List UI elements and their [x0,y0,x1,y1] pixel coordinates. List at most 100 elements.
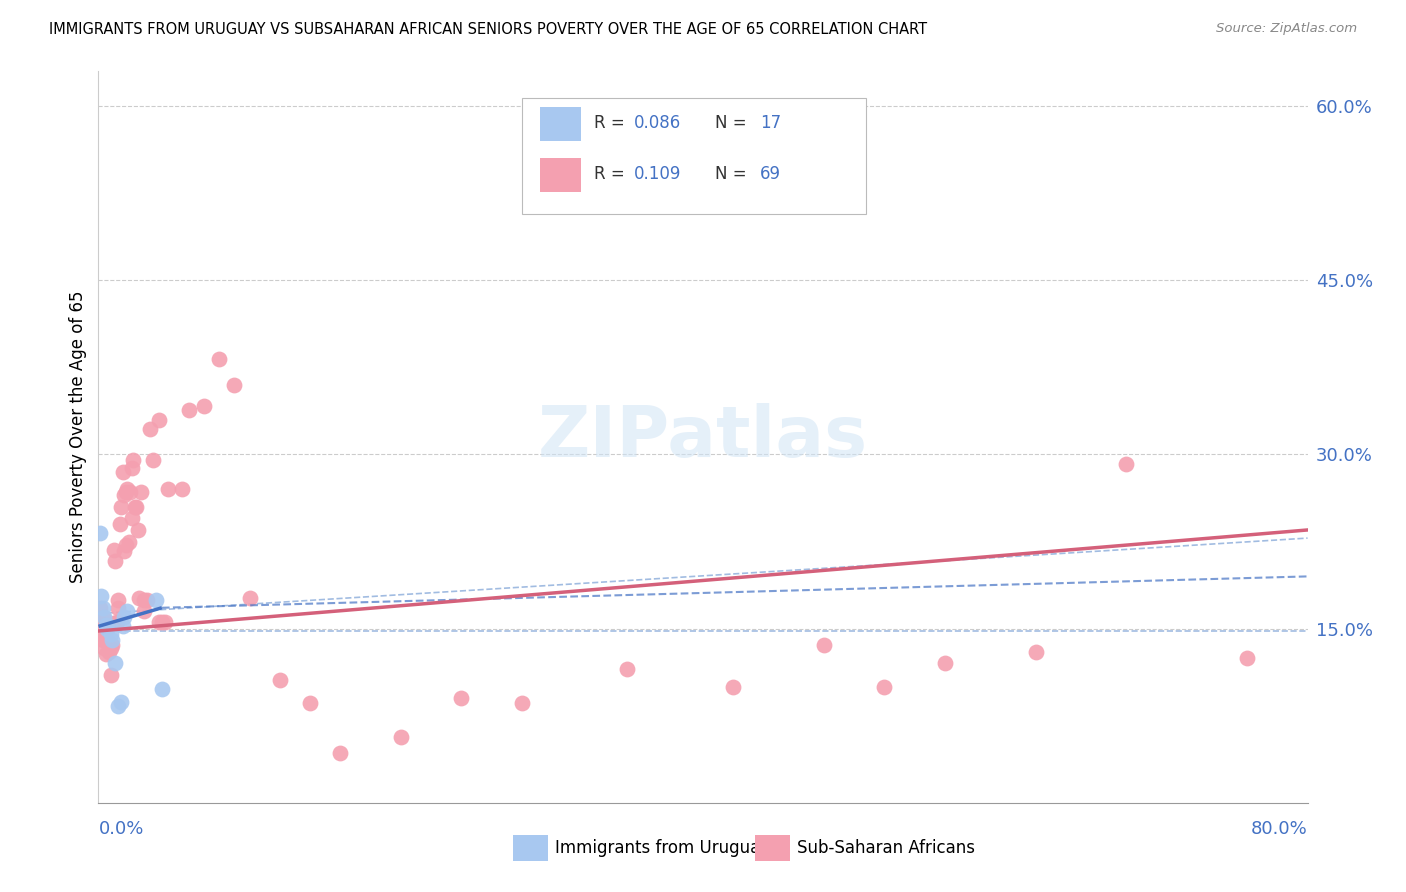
Point [112,488,135,502]
Point [179,403,201,417]
Point [120,484,142,499]
Point [90,615,112,630]
Point [450,691,472,706]
Point [104,657,127,671]
Point [616,662,638,676]
Point [100,627,122,641]
FancyBboxPatch shape [522,98,866,214]
Text: R =: R = [595,166,630,184]
Point [389,730,412,744]
Text: Sub-Saharan Africans: Sub-Saharan Africans [797,839,976,857]
Y-axis label: Seniors Poverty Over the Age of 65: Seniors Poverty Over the Age of 65 [69,291,87,583]
Point [148,615,170,629]
Point [114,484,136,499]
Point [1236,650,1258,665]
Point [108,517,131,532]
Text: ZIPatlas: ZIPatlas [538,402,868,472]
Text: 17: 17 [759,114,780,132]
Point [111,619,134,633]
Text: N =: N = [716,166,752,184]
Point [129,484,152,499]
Point [122,453,145,467]
Point [110,500,132,514]
Point [813,638,835,652]
Point [153,615,176,629]
Point [132,604,155,618]
Point [170,483,193,497]
FancyBboxPatch shape [540,159,581,192]
Point [114,538,136,552]
Point [111,465,134,479]
Point [112,544,135,558]
Point [873,680,896,694]
Text: IMMIGRANTS FROM URUGUAY VS SUBSAHARAN AFRICAN SENIORS POVERTY OVER THE AGE OF 65: IMMIGRANTS FROM URUGUAY VS SUBSAHARAN AF… [49,22,928,37]
Point [125,500,148,514]
Point [723,680,745,694]
Point [128,591,150,606]
Point [94,618,117,632]
Point [101,633,124,648]
Text: 0.0%: 0.0% [98,821,143,838]
Point [121,511,143,525]
Point [124,500,146,514]
Point [1115,457,1137,471]
Text: 80.0%: 80.0% [1251,821,1308,838]
FancyBboxPatch shape [540,107,581,141]
Point [115,604,138,618]
Point [135,592,157,607]
Point [107,592,129,607]
Point [90,630,112,644]
Point [89,622,111,636]
FancyBboxPatch shape [755,835,790,862]
Point [193,399,215,413]
Point [132,592,155,607]
Point [96,633,118,648]
Point [150,681,173,696]
Point [110,695,132,709]
Point [91,600,114,615]
Point [1024,645,1046,659]
Point [105,615,128,629]
FancyBboxPatch shape [513,835,548,862]
Point [93,610,115,624]
Point [127,523,149,537]
Point [104,554,127,568]
Point [115,483,138,497]
Point [91,610,114,624]
Point [107,699,129,714]
Point [112,610,135,624]
Point [139,422,162,436]
Point [89,600,111,615]
Point [934,657,956,671]
Point [89,526,111,541]
Text: 0.109: 0.109 [634,166,682,184]
Point [91,633,114,648]
Point [90,589,112,603]
Point [208,352,231,367]
Point [150,615,173,629]
Point [510,696,533,710]
Point [96,622,118,636]
Point [239,591,262,606]
Text: 69: 69 [759,166,780,184]
Point [100,641,122,656]
Point [145,592,167,607]
Point [142,453,165,467]
Text: 0.086: 0.086 [634,114,682,132]
Point [299,696,322,710]
Point [224,377,246,392]
Point [107,600,129,615]
Point [98,619,121,633]
Point [94,622,117,636]
Point [269,673,291,687]
Text: Immigrants from Uruguay: Immigrants from Uruguay [555,839,770,857]
Point [329,746,352,760]
Point [103,542,125,557]
Point [94,647,117,661]
Point [156,483,179,497]
Text: Source: ZipAtlas.com: Source: ZipAtlas.com [1216,22,1357,36]
Point [98,645,121,659]
Point [101,638,124,652]
Point [118,534,141,549]
Point [93,641,115,656]
